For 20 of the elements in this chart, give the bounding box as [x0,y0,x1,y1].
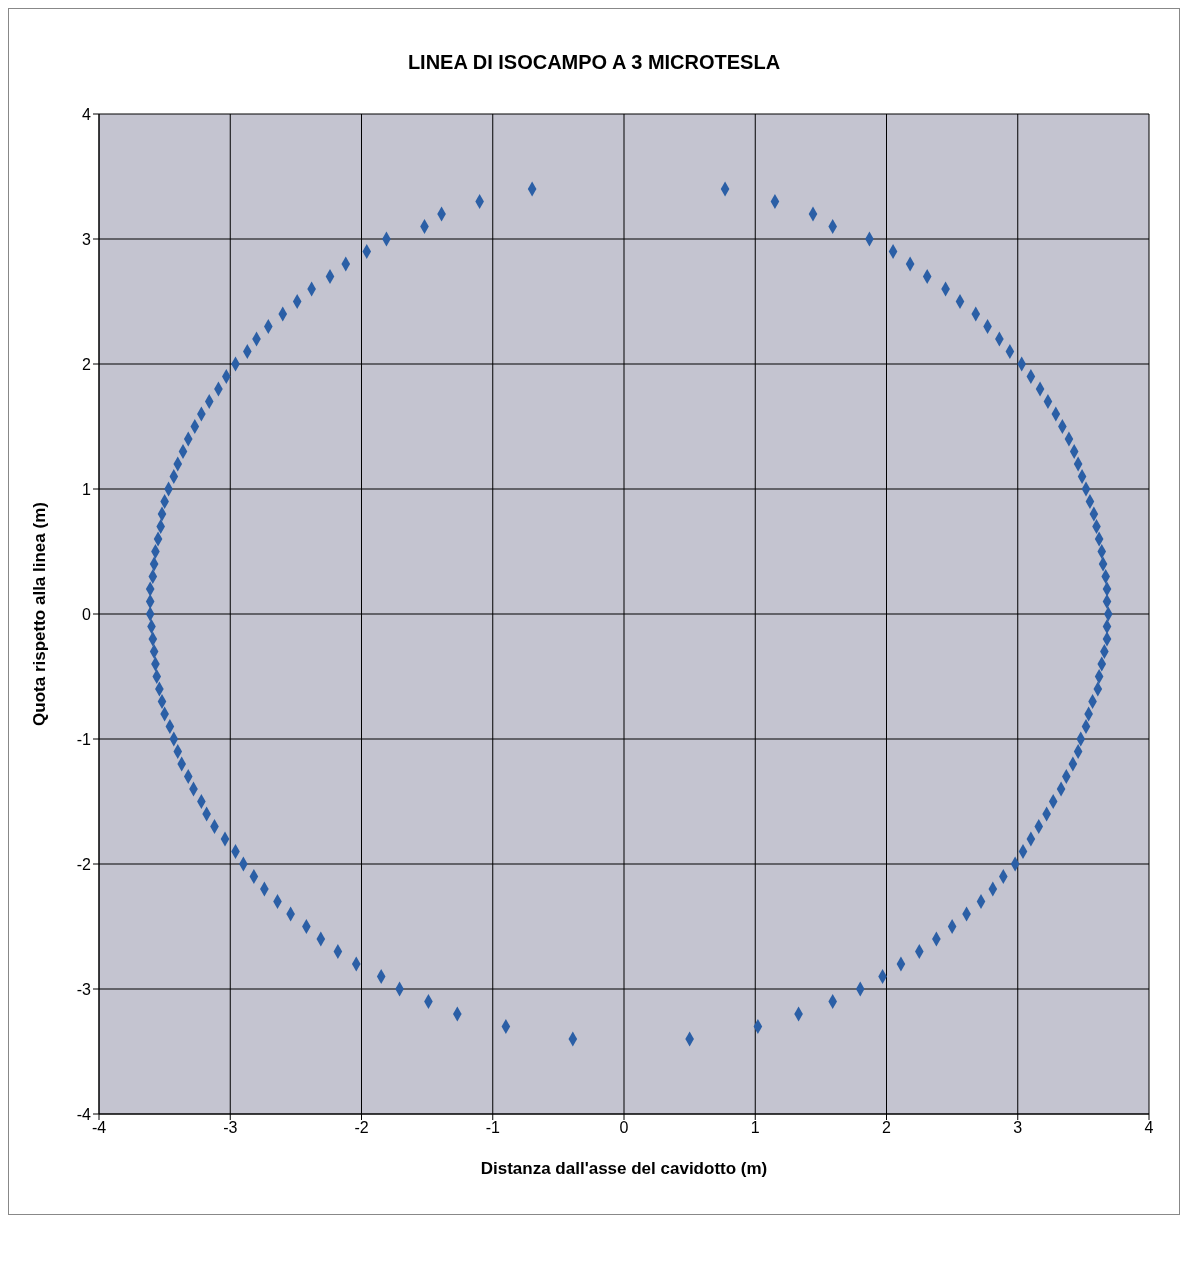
x-axis-title: Distanza dall'asse del cavidotto (m) [480,1159,768,1178]
x-tick-label: 1 [750,1119,760,1137]
y-tick-label: 0 [82,605,92,623]
x-tick-label: 2 [882,1119,892,1137]
y-tick-label: -3 [76,980,92,998]
y-tick-label: -2 [76,855,92,873]
y-tick-label: 1 [82,480,92,498]
y-tick-label: -4 [76,1105,92,1123]
x-tick-label: 4 [1144,1119,1154,1137]
y-tick-label: -1 [76,730,92,748]
y-tick-label: 3 [82,230,92,248]
y-axis-title: Quota rispetto alla linea (m) [30,502,50,726]
x-tick-label: 3 [1013,1119,1023,1137]
x-tick-label: -1 [485,1119,500,1137]
y-tick-label: 4 [82,105,92,123]
x-tick-label: -2 [354,1119,369,1137]
chart-title: LINEA DI ISOCAMPO A 3 MICROTESLA [406,50,782,75]
y-tick-label: 2 [82,355,92,373]
x-tick-label: -3 [223,1119,238,1137]
x-tick-label: 0 [619,1119,629,1137]
